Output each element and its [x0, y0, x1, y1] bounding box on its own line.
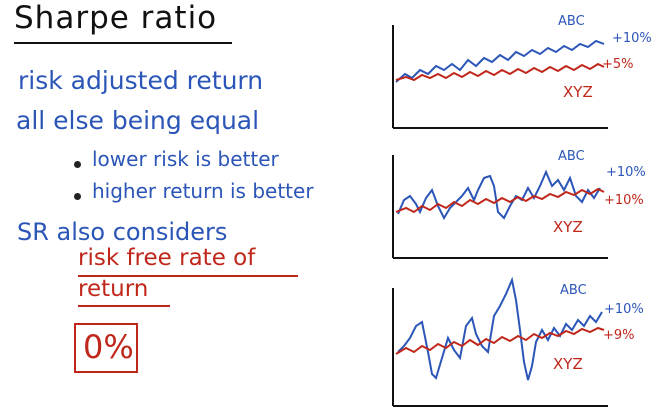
zero-percent-box — [74, 323, 138, 373]
sr-also-considers-text: SR also considers — [17, 218, 228, 246]
all-else-equal-text: all else being equal — [16, 106, 260, 135]
bullet-higher-return: higher return is better — [92, 179, 314, 203]
risk-adjusted-return-text: risk adjusted return — [18, 66, 264, 95]
panel-1-abc-label: ABC — [558, 14, 585, 29]
panel-3-xyz-label: XYZ — [553, 355, 583, 373]
panel-1-xyz-label: XYZ — [563, 83, 593, 101]
bullet-lower-risk: lower risk is better — [92, 147, 279, 171]
panel-2: ABC +10% +10% XYZ — [392, 149, 646, 259]
panel-1-abc-line — [395, 39, 605, 83]
panel-2-xyz-label: XYZ — [553, 218, 583, 236]
panel-3-abc-line — [397, 276, 603, 381]
bullet-dot — [74, 161, 81, 168]
return-text: return — [78, 276, 149, 302]
risk-free-underline — [78, 275, 298, 277]
page-title: Sharpe ratio — [14, 0, 218, 36]
panel-3-xyz-return: +9% — [603, 328, 635, 343]
panel-1-abc-return: +10% — [612, 31, 652, 46]
panel-3-abc-return: +10% — [604, 302, 644, 317]
panel-2-xyz-line — [395, 187, 605, 214]
panel-3-abc-label: ABC — [560, 283, 587, 298]
return-underline — [78, 305, 170, 307]
panel-2-abc-return: +10% — [606, 165, 646, 180]
zero-percent-value: 0% — [83, 328, 134, 366]
panel-3-xyz-line — [395, 326, 605, 355]
panel-3: ABC +10% +9% XYZ — [392, 276, 644, 407]
panel-2-abc-line — [397, 169, 601, 221]
panel-1: ABC +10% +5% XYZ — [392, 14, 652, 129]
panel-2-abc-label: ABC — [558, 149, 585, 164]
bullet-dot — [74, 193, 81, 200]
panel-1-xyz-line — [395, 62, 605, 82]
risk-free-rate-text: risk free rate of — [78, 245, 256, 271]
panel-1-xyz-return: +5% — [602, 57, 634, 72]
title-underline — [14, 42, 232, 44]
panel-2-xyz-return: +10% — [604, 193, 644, 208]
